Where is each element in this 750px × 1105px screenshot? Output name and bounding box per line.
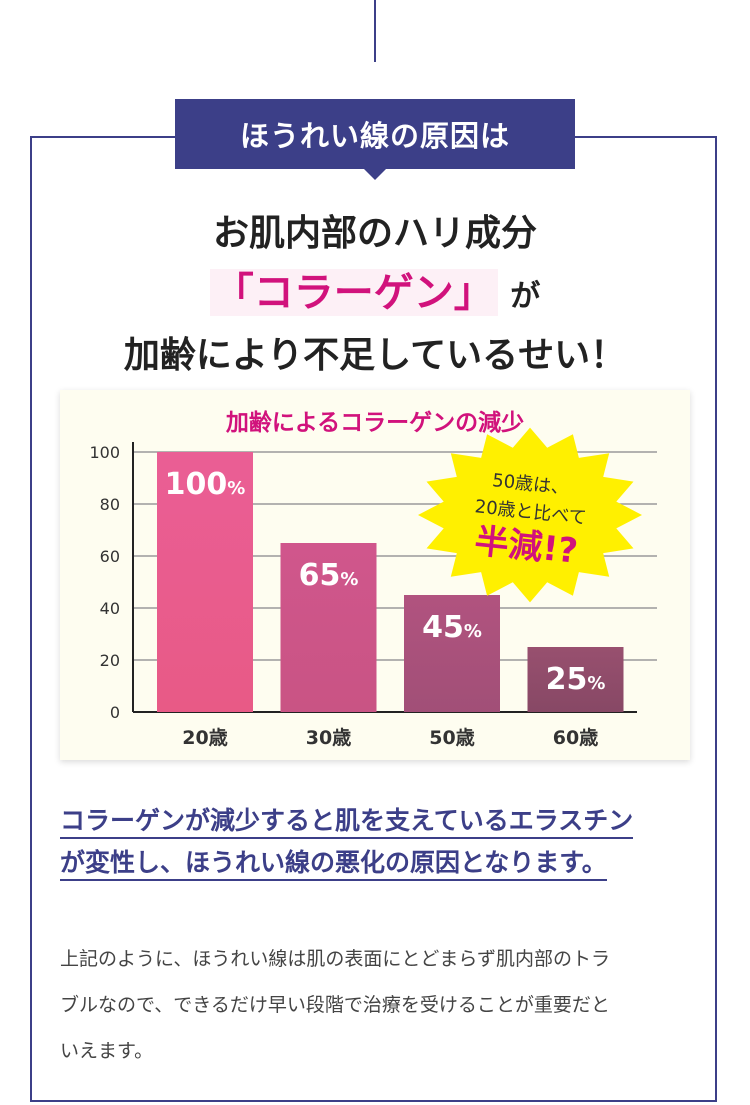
x-category-label: 50歳 [429, 727, 474, 749]
body-line-1: 上記のように、ほうれい線は肌の表面にとどまらず肌内部のトラ [60, 948, 611, 970]
headline-line-3: 加齢により不足しているせい！ [123, 334, 627, 376]
y-tick-label: 0 [110, 703, 120, 722]
headline-line-2: 「コラーゲン」 が [60, 263, 690, 326]
collagen-bar-chart: 加齢によるコラーゲンの減少 0 20 40 60 80 100 100% 20歳 65% 30歳 45… [89, 409, 657, 749]
headline: お肌内部のハリ成分 「コラーゲン」 が 加齢により不足しているせい！ [60, 204, 690, 385]
bar-value-label: 100% [165, 467, 246, 502]
bar [157, 452, 253, 712]
ribbon-pointer [363, 168, 387, 180]
chart-title: 加齢によるコラーゲンの減少 [225, 409, 524, 436]
y-tick-label: 60 [100, 547, 120, 566]
bar-value-label: 65% [299, 558, 359, 593]
bar-value-label: 45% [422, 610, 482, 645]
bar [527, 647, 624, 712]
chart-card: 加齢によるコラーゲンの減少 0 20 40 60 80 100 100% 20歳 65% 30歳 45… [60, 390, 690, 760]
summary-line-2: が変性し、ほうれい線の悪化の原因となります。 [60, 848, 607, 881]
connector-line [374, 0, 376, 62]
headline-ga: が [510, 279, 541, 314]
headline-collagen: 「コラーゲン」 [209, 269, 498, 316]
bar [280, 543, 377, 712]
x-category-label: 20歳 [182, 727, 227, 749]
starburst-callout [418, 427, 642, 603]
x-category-label: 60歳 [553, 727, 598, 749]
section-ribbon: ほうれい線の原因は [175, 99, 575, 169]
y-tick-label: 100 [89, 443, 120, 462]
summary: コラーゲンが減少すると肌を支えているエラスチン が変性し、ほうれい線の悪化の原因… [60, 800, 700, 884]
body-line-3: いえます。 [60, 1040, 154, 1062]
bar [404, 595, 500, 712]
y-tick-label: 20 [100, 651, 120, 670]
body-text: 上記のように、ほうれい線は肌の表面にとどまらず肌内部のトラ ブルなので、できるだ… [60, 936, 696, 1074]
x-category-label: 30歳 [306, 727, 351, 749]
y-tick-label: 80 [100, 495, 120, 514]
body-line-2: ブルなので、できるだけ早い段階で治療を受けることが重要だと [60, 994, 610, 1016]
summary-line-1: コラーゲンが減少すると肌を支えているエラスチン [60, 806, 634, 839]
headline-line-1: お肌内部のハリ成分 [212, 212, 537, 254]
bar-value-label: 25% [546, 662, 606, 697]
y-tick-label: 40 [100, 599, 120, 618]
ribbon-label: ほうれい線の原因は [239, 119, 510, 153]
